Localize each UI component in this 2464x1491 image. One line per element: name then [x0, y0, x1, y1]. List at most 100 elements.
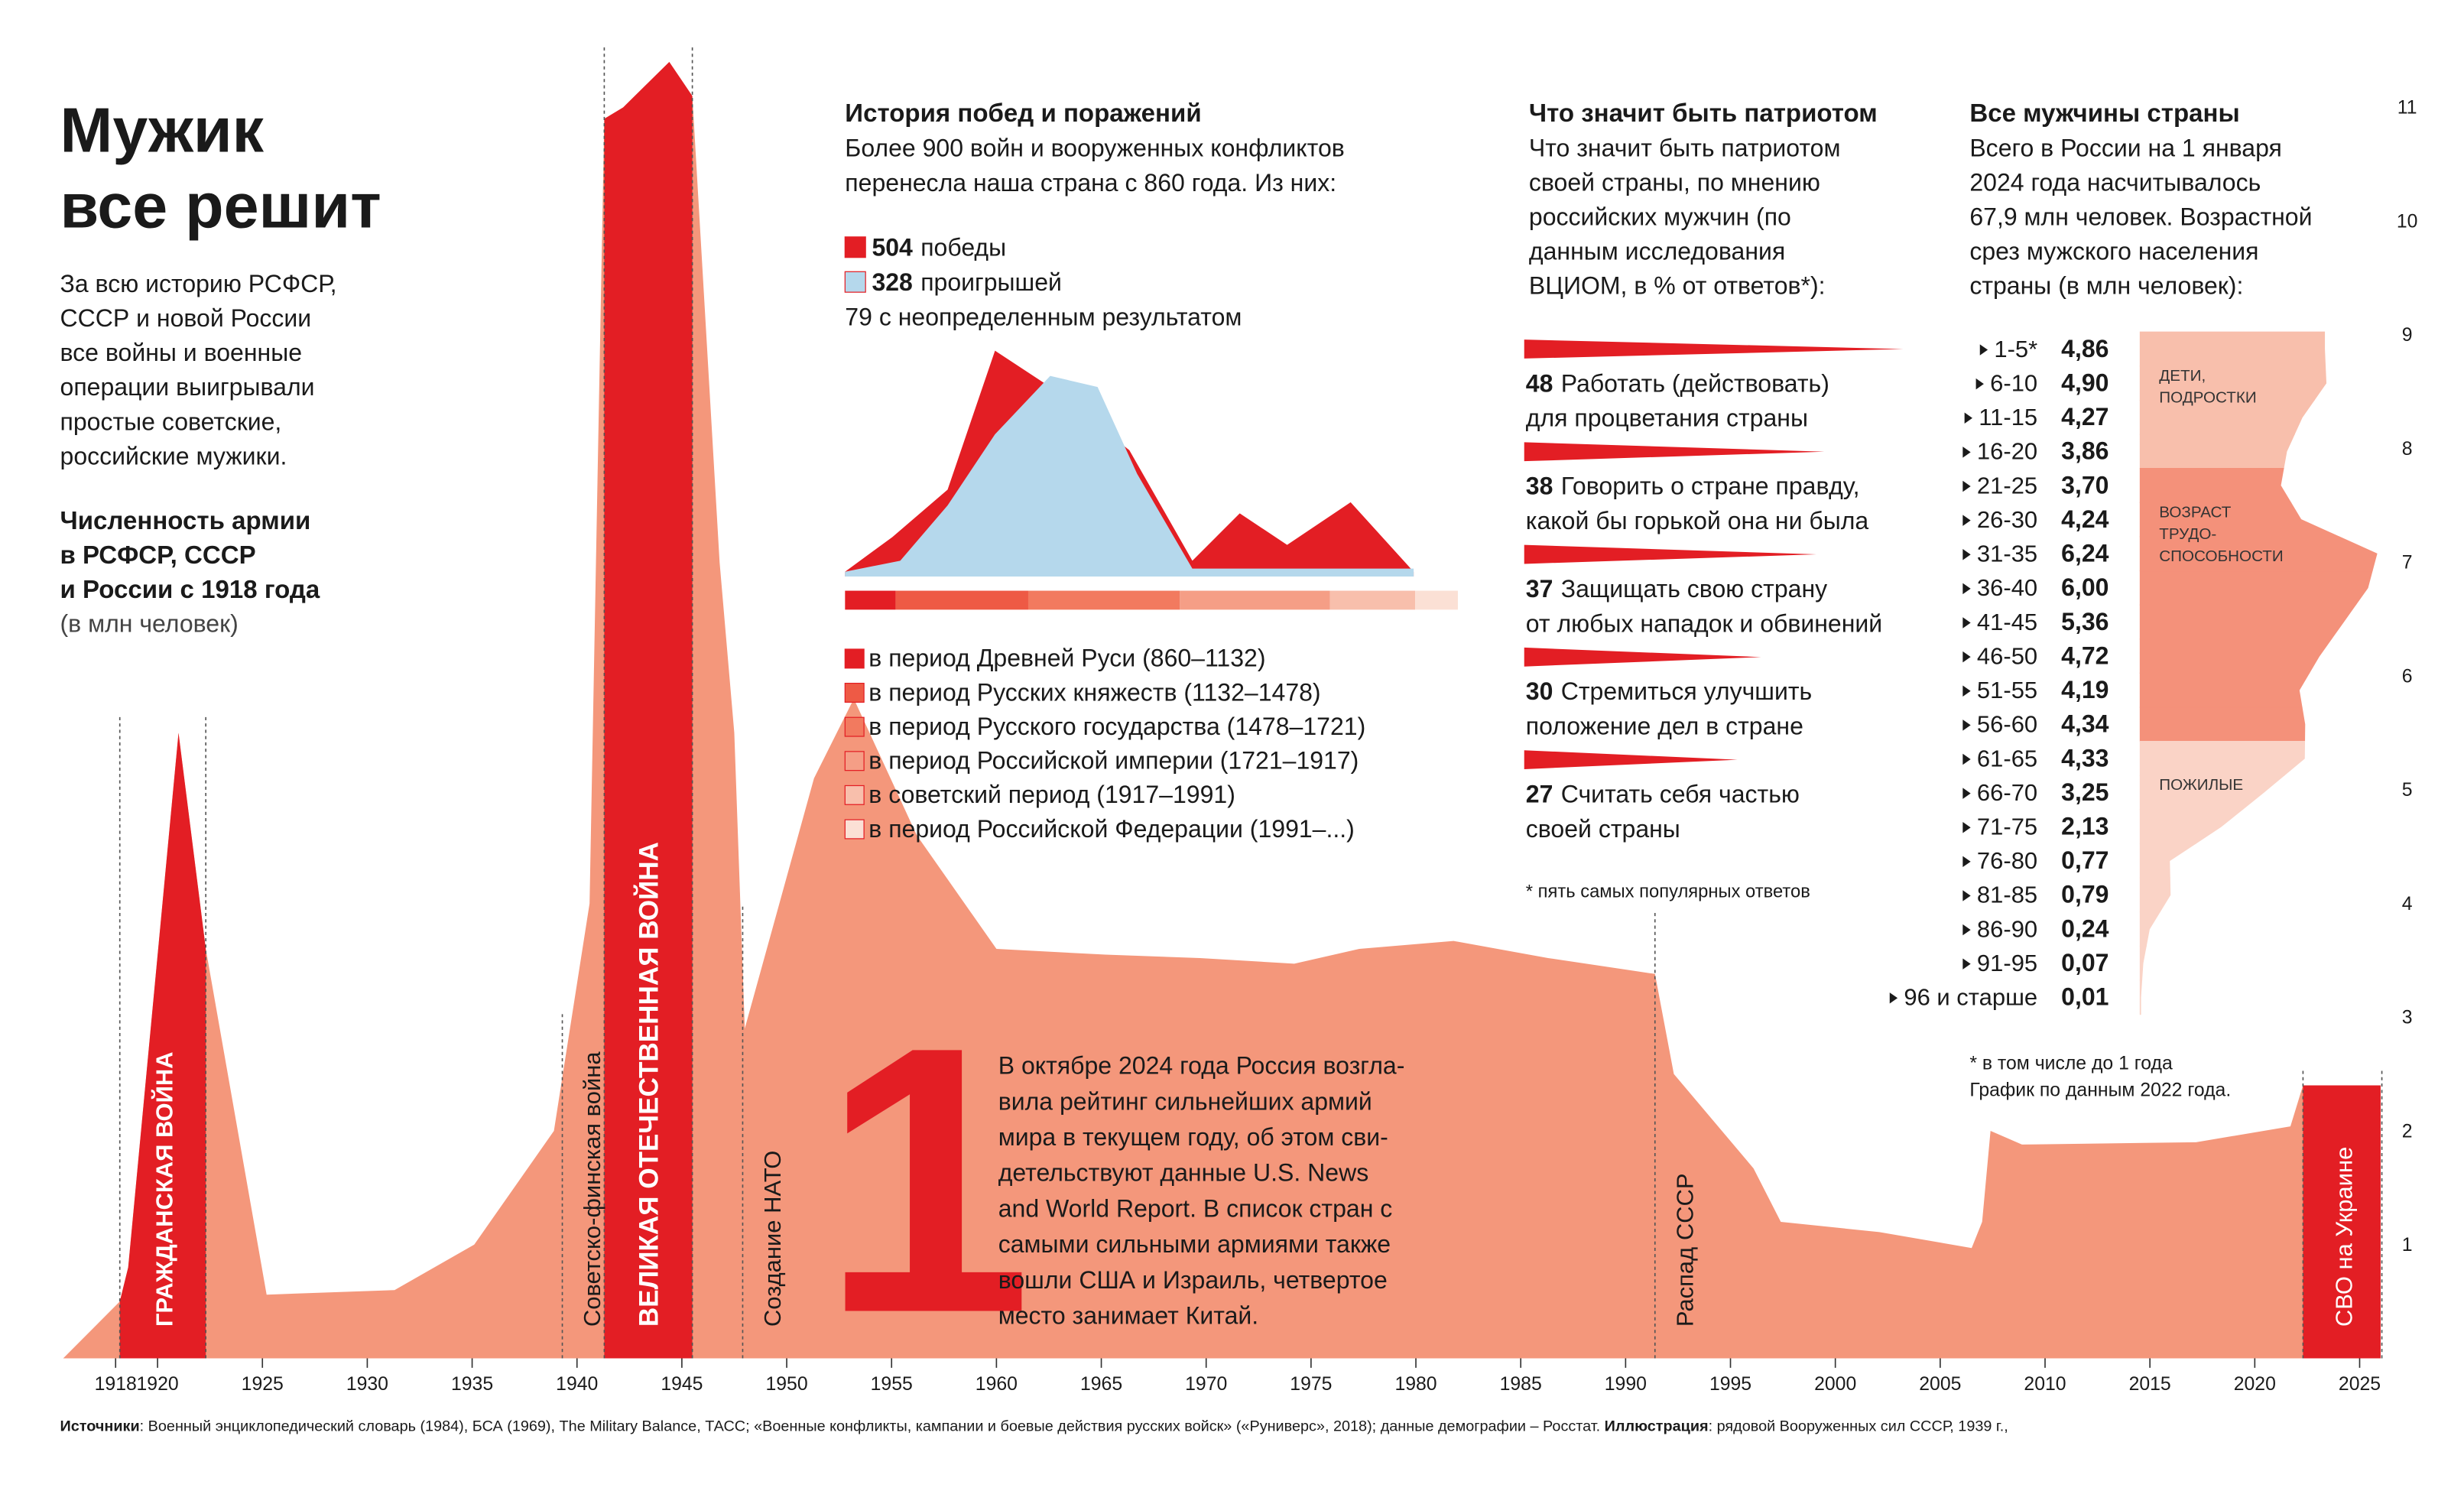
patriot-value: 48: [1526, 369, 1553, 397]
x-tick-label: 2025: [2339, 1374, 2381, 1395]
age-marker: [1975, 378, 1984, 390]
period-label: СВО на Украине: [2330, 1147, 2357, 1327]
title: все решит: [60, 170, 381, 241]
intro-text: простые советские,: [60, 408, 282, 435]
population-slice: [2139, 331, 2326, 367]
age-marker: [1962, 821, 1971, 833]
legend-count: 504: [872, 234, 913, 261]
population-slice: [2139, 979, 2143, 1015]
period-bar: [845, 590, 896, 610]
x-tick-label: 1920: [137, 1374, 179, 1395]
x-tick-label: 1925: [242, 1374, 284, 1395]
illustration-text: : рядовой Вооруженных сил СССР, 1939 г.,: [1709, 1418, 2008, 1435]
intro-text: российские мужики.: [60, 442, 287, 469]
patriot-category: Работать (действовать): [1561, 369, 1829, 397]
rank-text: вошли США и Израиль, четвертое: [998, 1266, 1388, 1294]
patriot-wedge: [1524, 442, 1825, 462]
age-marker: [1962, 720, 1971, 731]
age-marker: [1962, 447, 1971, 458]
age-value: 0,79: [2061, 881, 2109, 908]
y-tick-label: 11: [2397, 98, 2417, 119]
legend-name: победы: [920, 234, 1006, 261]
patriot-answer: 30 Стремиться улучшить: [1526, 677, 1812, 705]
age-marker: [1962, 549, 1971, 560]
army-title: Численность армии: [60, 507, 311, 535]
age-label: 21-25: [1977, 472, 2037, 499]
y-tick-label: 10: [2397, 211, 2418, 232]
period-bar: [1180, 590, 1330, 610]
patriot-answer: 38 Говорить о стране правду,: [1526, 473, 1860, 500]
population-slice: [2139, 365, 2327, 401]
period-label: ГРАЖДАНСКАЯ ВОЙНА: [150, 1051, 177, 1327]
period-bar: [1027, 590, 1180, 610]
age-label: 81-85: [1977, 882, 2037, 908]
age-value: 4,86: [2061, 335, 2109, 362]
x-tick-label: 2015: [2129, 1374, 2171, 1395]
illustration-label: Иллюстрация: [1605, 1418, 1709, 1435]
period-name: в период Российской империи (1721–1917): [868, 747, 1359, 775]
age-value: 2,13: [2061, 813, 2109, 840]
army-subtitle: (в млн человек): [60, 609, 239, 637]
age-marker: [1979, 344, 1988, 356]
x-tick-label: 1975: [1290, 1374, 1332, 1395]
age-value: 4,19: [2061, 676, 2109, 703]
population-slice: [2139, 911, 2161, 947]
age-label: 71-75: [1977, 814, 2037, 840]
x-tick-label: 1940: [556, 1374, 598, 1395]
age-marker: [1962, 651, 1971, 663]
age-value: 4,34: [2061, 710, 2109, 738]
age-marker: [1962, 890, 1971, 901]
patriot-wedge: [1524, 544, 1816, 564]
sources: Источники: Военный энциклопедический сло…: [60, 1418, 2008, 1435]
x-tick-label: 1950: [765, 1374, 807, 1395]
patriot-wedge: [1524, 339, 1904, 359]
population-slice: [2139, 775, 2286, 810]
age-label: 86-90: [1977, 915, 2037, 942]
group-label: СПОСОБНОСТИ: [2159, 547, 2283, 565]
population-subtitle: Всего в России на 1 января: [1969, 135, 2282, 162]
age-marker: [1962, 788, 1971, 799]
age-marker: [1962, 515, 1971, 526]
age-label: 6-10: [1990, 369, 2037, 396]
group-label: ТРУДО-: [2159, 525, 2216, 543]
army-title: в РСФСР, СССР: [60, 541, 256, 570]
patriot-subtitle: ВЦИОМ, в % от ответов*):: [1529, 272, 1826, 300]
population-note: * в том числе до 1 года: [1969, 1053, 2173, 1074]
sources-text: : Военный энциклопедический словарь (198…: [140, 1418, 1605, 1435]
age-label: 26-30: [1977, 506, 2037, 533]
group-label: ВОЗРАСТ: [2159, 503, 2232, 521]
age-value: 0,77: [2061, 846, 2109, 874]
y-tick-label: 6: [2402, 666, 2413, 687]
age-value: 0,24: [2061, 914, 2109, 942]
population-slice: [2139, 741, 2306, 776]
rank-text: В октябре 2024 года Россия возгла-: [998, 1052, 1405, 1080]
age-marker: [1962, 480, 1971, 492]
age-marker: [1962, 753, 1971, 765]
population-subtitle: срез мужского населения: [1969, 238, 2258, 265]
y-tick-label: 2: [2402, 1121, 2413, 1142]
age-label: 66-70: [1977, 779, 2037, 806]
age-label: 56-60: [1977, 711, 2037, 738]
rank-text: and World Report. В список стран с: [998, 1194, 1393, 1222]
y-tick-label: 7: [2402, 553, 2413, 573]
period-name: в период Российской Федерации (1991–...): [868, 815, 1355, 843]
age-value: 6,24: [2061, 540, 2109, 567]
age-value: 4,24: [2061, 505, 2109, 533]
victory-title: История побед и поражений: [845, 99, 1201, 128]
y-tick-label: 5: [2402, 780, 2413, 801]
intro-text: все войны и военные: [60, 339, 303, 366]
age-value: 0,01: [2061, 983, 2109, 1011]
patriot-category: положение дел в стране: [1526, 713, 1803, 740]
age-label: 1-5*: [1994, 336, 2037, 362]
x-tick-label: 2005: [1919, 1374, 1961, 1395]
patriot-subtitle: российских мужчин (по: [1529, 203, 1791, 231]
patriot-answer: 37 Защищать свою страну: [1526, 575, 1827, 603]
group-label: ПОДРОСТКИ: [2159, 389, 2256, 407]
x-tick-label: 1955: [871, 1374, 913, 1395]
legend-count: 328: [872, 268, 912, 296]
age-marker: [1962, 958, 1971, 970]
legend-entry: 504 победы: [872, 234, 1006, 261]
period-name: в период Русских княжеств (1132–1478): [868, 678, 1320, 706]
patriot-value: 38: [1526, 473, 1553, 500]
x-tick-label: 2010: [2024, 1374, 2066, 1395]
